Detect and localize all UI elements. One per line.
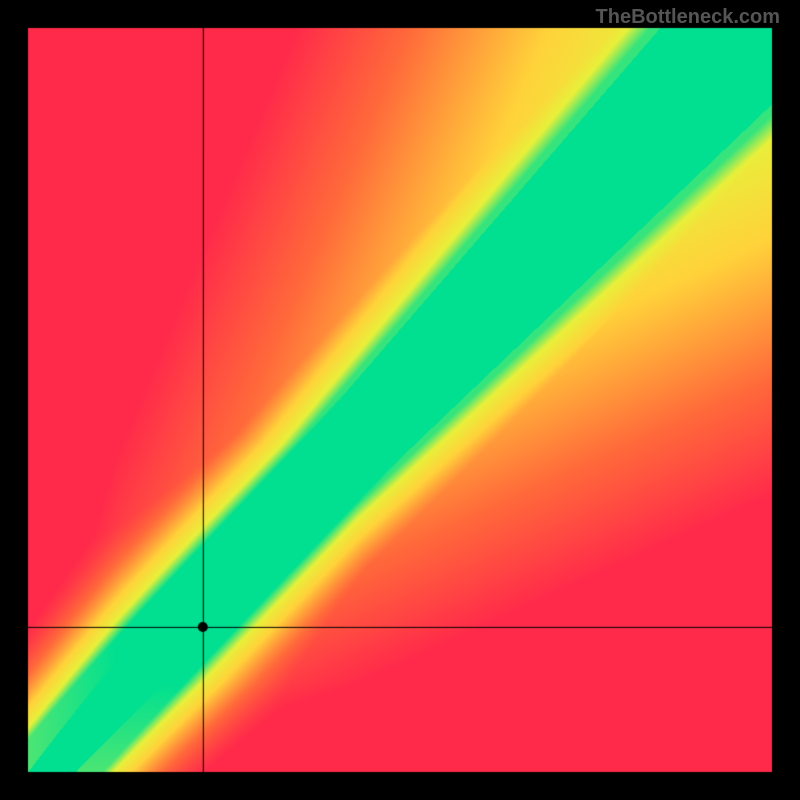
- watermark-text: TheBottleneck.com: [596, 6, 780, 29]
- heatmap-canvas: [0, 0, 800, 800]
- bottleneck-heatmap: [0, 0, 800, 800]
